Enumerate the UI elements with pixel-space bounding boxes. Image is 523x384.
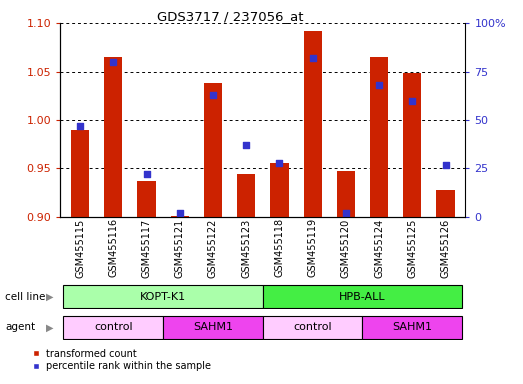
Text: agent: agent [5,322,36,333]
Bar [370,57,388,217]
Bar [204,83,222,217]
Point [76,123,84,129]
Point [342,210,350,216]
Bar [403,73,422,217]
Text: ▶: ▶ [46,322,53,333]
Point [441,162,450,168]
Bar [170,216,189,217]
Point [275,160,283,166]
Text: ▶: ▶ [46,291,53,302]
Text: control: control [94,322,133,333]
Bar [263,316,362,339]
Point [309,55,317,61]
Bar [138,181,156,217]
Bar [71,130,89,217]
Bar [163,316,263,339]
Text: SAHM1: SAHM1 [392,322,433,333]
Point [375,82,383,88]
Point [408,98,416,104]
Text: SAHM1: SAHM1 [193,322,233,333]
Bar [362,316,462,339]
Point [242,142,251,148]
Point [176,210,184,216]
Text: HPB-ALL: HPB-ALL [339,291,386,302]
Point [142,171,151,177]
Bar [263,285,462,308]
Bar [303,31,322,217]
Bar [270,163,289,217]
Legend: transformed count, percentile rank within the sample: transformed count, percentile rank withi… [31,349,211,371]
Bar [237,174,255,217]
Point [109,59,118,65]
Point [209,92,217,98]
Bar [436,190,454,217]
Text: cell line: cell line [5,291,46,302]
Bar [104,57,122,217]
Bar [63,285,263,308]
Text: GDS3717 / 237056_at: GDS3717 / 237056_at [157,10,303,23]
Bar [337,171,355,217]
Text: control: control [293,322,332,333]
Bar [63,316,163,339]
Text: KOPT-K1: KOPT-K1 [140,291,186,302]
